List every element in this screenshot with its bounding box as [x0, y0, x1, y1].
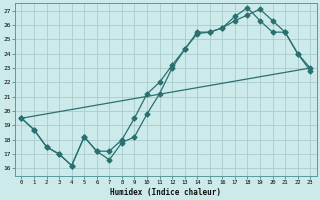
X-axis label: Humidex (Indice chaleur): Humidex (Indice chaleur) — [110, 188, 221, 197]
